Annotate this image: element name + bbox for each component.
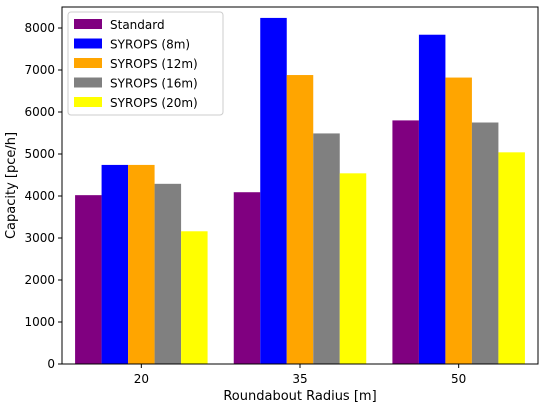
- bar: [233, 192, 261, 364]
- y-tick-label: 6000: [24, 105, 55, 119]
- y-tick-label: 3000: [24, 231, 55, 245]
- y-tick-label: 4000: [24, 189, 55, 203]
- y-axis: 0 1000 2000 3000 4000 5000 6000 7000 8000: [24, 21, 62, 371]
- x-axis: 20 35 50: [134, 364, 466, 386]
- x-tick-label: 20: [134, 372, 149, 386]
- x-tick-label: 35: [292, 372, 307, 386]
- bar: [286, 75, 314, 364]
- bar: [445, 77, 472, 364]
- bar: [339, 173, 367, 364]
- legend-swatch: [74, 77, 102, 88]
- y-axis-label: Capacity [pce/h]: [4, 132, 19, 239]
- legend-swatch: [74, 97, 102, 107]
- y-tick-label: 5000: [24, 147, 55, 161]
- y-tick-label: 8000: [24, 21, 55, 35]
- legend-swatch: [74, 58, 102, 68]
- y-tick-label: 7000: [24, 63, 55, 77]
- y-tick-label: 1000: [24, 315, 55, 329]
- bar: [313, 133, 340, 364]
- y-tick-label: 2000: [24, 273, 55, 287]
- y-tick-label: 0: [47, 357, 55, 371]
- legend-label: SYROPS (8m): [110, 38, 190, 52]
- legend-label: Standard: [110, 18, 165, 32]
- legend-label: SYROPS (20m): [110, 96, 198, 110]
- bar: [154, 183, 182, 364]
- bar: [75, 195, 102, 364]
- legend-swatch: [74, 19, 102, 29]
- bars-group: [75, 17, 525, 365]
- bar: [128, 164, 155, 364]
- bar: [392, 120, 419, 365]
- legend-box: [67, 11, 224, 116]
- legend: Standard SYROPS (8m) SYROPS (12m) SYROPS (1…: [67, 11, 224, 116]
- x-axis-label: Roundabout Radius [m]: [223, 389, 376, 404]
- x-tick-label: 50: [451, 372, 466, 386]
- legend-label: SYROPS (16m): [110, 77, 198, 91]
- bar: [260, 17, 287, 364]
- legend-swatch: [74, 38, 102, 49]
- bar: [498, 152, 525, 364]
- legend-label: SYROPS (12m): [110, 57, 198, 71]
- bar: [101, 164, 129, 364]
- bar: [418, 34, 446, 364]
- bar: [471, 122, 499, 364]
- bar: [181, 231, 208, 364]
